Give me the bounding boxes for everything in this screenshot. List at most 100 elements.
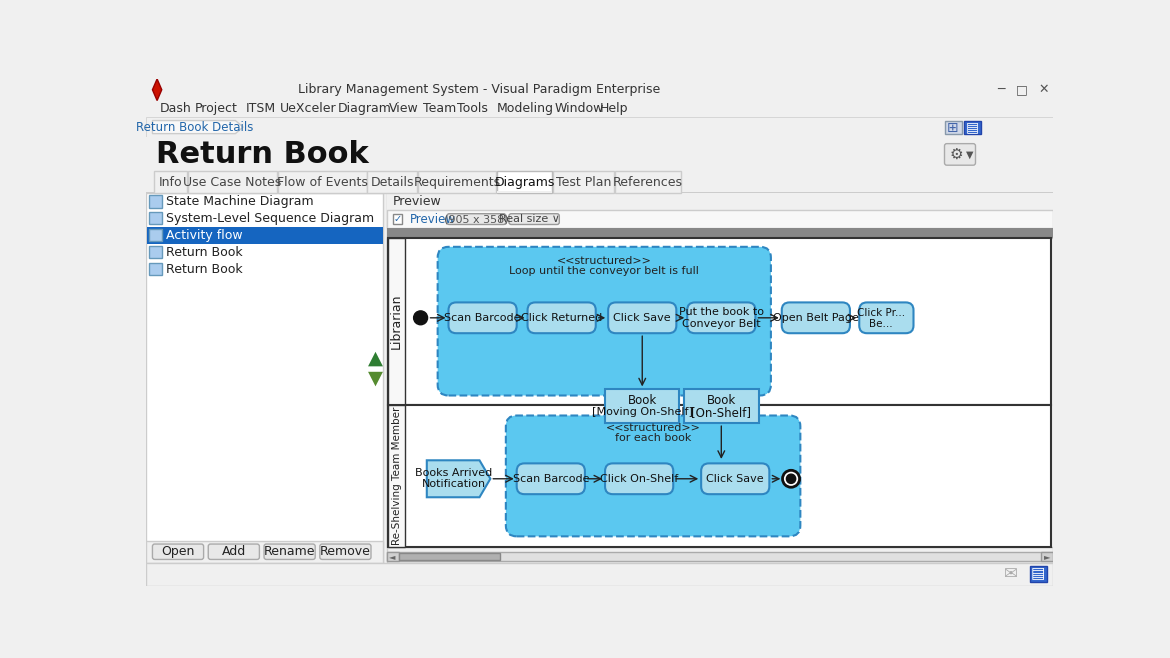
Bar [146, 541, 384, 563]
Text: Info: Info [159, 176, 183, 189]
Bar [1040, 552, 1053, 561]
Text: Return Book Details: Return Book Details [136, 121, 253, 134]
Text: ▤: ▤ [1031, 567, 1046, 582]
Text: <<structured>>: <<structured>> [606, 423, 701, 433]
Bar [154, 171, 187, 193]
FancyBboxPatch shape [447, 214, 505, 224]
Text: Librarian: Librarian [390, 293, 404, 349]
FancyBboxPatch shape [264, 544, 315, 559]
Text: Dash: Dash [160, 103, 192, 116]
Bar [386, 193, 1053, 563]
Text: State Machine Diagram: State Machine Diagram [166, 195, 314, 208]
FancyBboxPatch shape [859, 303, 914, 333]
Circle shape [786, 474, 796, 484]
Circle shape [783, 470, 799, 487]
Text: Project: Project [194, 103, 238, 116]
Bar [146, 137, 1053, 171]
Bar [388, 238, 1052, 405]
Text: <<structured>>: <<structured>> [557, 256, 652, 266]
Polygon shape [152, 79, 161, 101]
Polygon shape [427, 461, 490, 497]
Text: ⊞: ⊞ [948, 120, 959, 134]
FancyBboxPatch shape [944, 143, 976, 165]
Bar [146, 118, 1053, 137]
Text: ▲: ▲ [369, 349, 383, 368]
FancyBboxPatch shape [517, 463, 585, 494]
Text: ►: ► [1044, 552, 1049, 561]
Text: Tools: Tools [457, 103, 488, 116]
FancyBboxPatch shape [438, 247, 771, 395]
Bar [146, 193, 384, 563]
Text: ▼: ▼ [369, 368, 383, 387]
Text: Rename: Rename [264, 545, 316, 558]
Bar [1030, 567, 1047, 582]
Bar [386, 210, 1053, 228]
Text: Use Case Notes: Use Case Notes [184, 176, 282, 189]
Bar [388, 405, 405, 547]
FancyBboxPatch shape [528, 303, 596, 333]
Text: Remove: Remove [319, 545, 371, 558]
Bar [944, 120, 962, 134]
FancyBboxPatch shape [701, 463, 770, 494]
Text: Books Arrived: Books Arrived [415, 468, 493, 478]
Bar [386, 552, 1053, 561]
FancyBboxPatch shape [782, 303, 849, 333]
Text: References: References [613, 176, 683, 189]
Bar [367, 171, 418, 193]
Text: ▤: ▤ [966, 120, 979, 134]
Bar [393, 215, 402, 224]
Text: Preview: Preview [393, 195, 441, 208]
Text: Notification: Notification [422, 479, 486, 489]
Bar [386, 228, 1053, 238]
Text: Re-Shelving Team Member: Re-Shelving Team Member [392, 407, 401, 545]
Text: Diagrams: Diagrams [494, 176, 555, 189]
Text: [On-Shelf]: [On-Shelf] [691, 406, 751, 419]
Text: UeXceler: UeXceler [280, 103, 337, 116]
Text: Diagram: Diagram [337, 103, 391, 116]
Text: Requirements: Requirements [413, 176, 501, 189]
Bar [146, 79, 1053, 101]
Text: ✕: ✕ [1039, 84, 1049, 96]
Text: ▼: ▼ [965, 149, 973, 159]
Text: Book: Book [627, 394, 656, 407]
FancyBboxPatch shape [608, 303, 676, 333]
Bar [386, 552, 399, 561]
Bar [146, 192, 1053, 193]
Text: ITSM: ITSM [246, 103, 276, 116]
Text: Book: Book [707, 394, 736, 407]
Text: Return Book: Return Book [166, 263, 242, 276]
Text: Open Belt Page: Open Belt Page [773, 313, 859, 323]
Bar [147, 227, 383, 243]
Bar [150, 246, 161, 259]
FancyBboxPatch shape [152, 544, 204, 559]
Text: System-Level Sequence Diagram: System-Level Sequence Diagram [166, 212, 373, 225]
Bar [388, 238, 405, 405]
Text: View: View [388, 103, 419, 116]
Text: Open: Open [161, 545, 194, 558]
Bar [146, 171, 1053, 193]
Bar [497, 171, 552, 193]
Text: Click Pr...: Click Pr... [856, 308, 906, 318]
Text: Click Returned: Click Returned [521, 313, 603, 323]
Text: Put the book to
Conveyor Belt: Put the book to Conveyor Belt [679, 307, 764, 328]
Text: Activity flow: Activity flow [166, 229, 242, 241]
FancyBboxPatch shape [319, 544, 371, 559]
Text: Scan Barcode: Scan Barcode [445, 313, 521, 323]
Text: Be...: Be... [869, 319, 893, 329]
Text: Library Management System - Visual Paradigm Enterprise: Library Management System - Visual Parad… [298, 84, 661, 96]
Text: ✉: ✉ [1004, 565, 1017, 583]
FancyBboxPatch shape [505, 415, 800, 536]
Text: ─: ─ [997, 84, 1005, 96]
Text: Test Plan: Test Plan [556, 176, 611, 189]
Text: Click On-Shelf: Click On-Shelf [600, 474, 679, 484]
Text: Click Save: Click Save [613, 313, 672, 323]
Text: Details: Details [371, 176, 414, 189]
Bar [146, 192, 384, 193]
Text: Return Book: Return Book [166, 245, 242, 259]
Bar [497, 191, 552, 193]
Text: Click Save: Click Save [707, 474, 764, 484]
Bar [146, 563, 1053, 586]
Text: Scan Barcode: Scan Barcode [512, 474, 589, 484]
Bar [150, 263, 161, 275]
Bar [399, 553, 500, 560]
